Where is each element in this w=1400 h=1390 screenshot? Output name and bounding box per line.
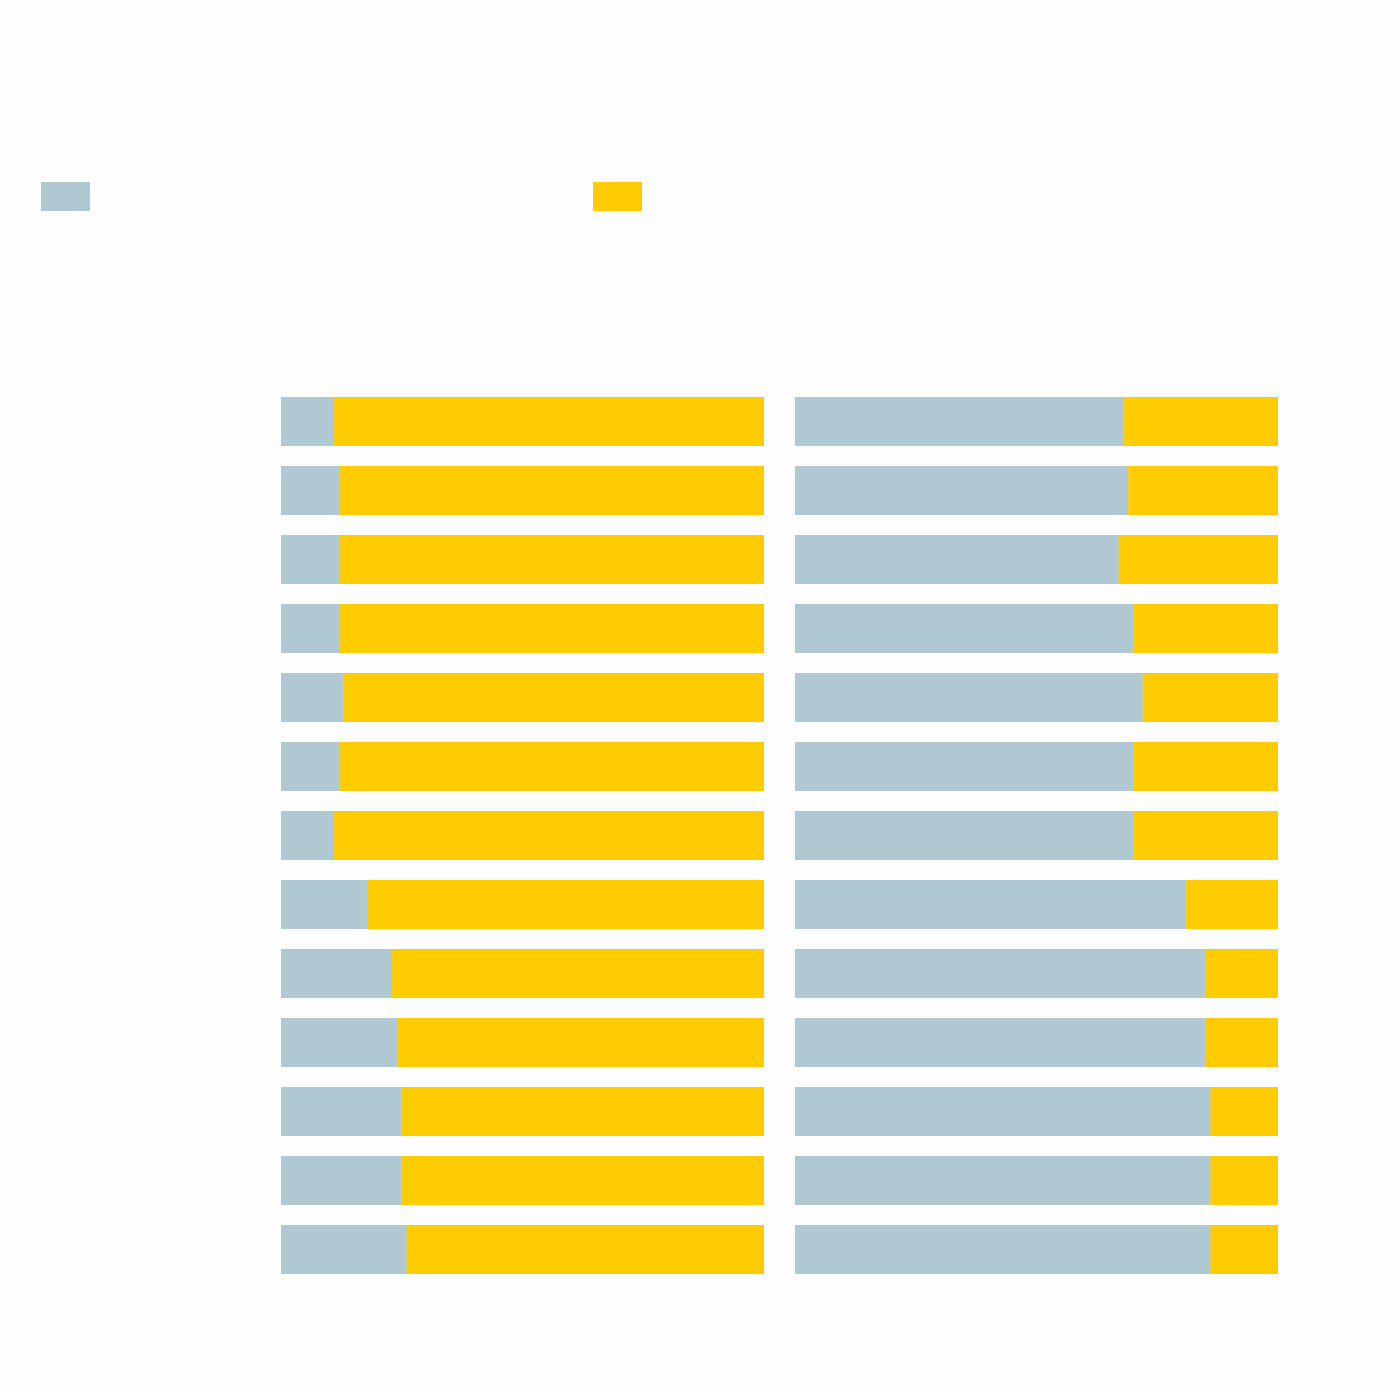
bar-segment	[281, 811, 335, 860]
bar-segment	[281, 397, 335, 446]
bar-segment	[795, 1225, 1211, 1274]
bar-segment	[795, 1087, 1211, 1136]
bar-segment	[396, 1018, 764, 1067]
bar-segment	[334, 811, 764, 860]
bar-segment	[281, 949, 393, 998]
bar-segment	[795, 604, 1134, 653]
legend-swatch	[41, 182, 90, 211]
bar-segment	[338, 742, 764, 791]
bar-segment	[338, 535, 764, 584]
bar-segment	[1133, 811, 1278, 860]
bar-segment	[1133, 604, 1278, 653]
bar-segment	[334, 397, 764, 446]
bar-segment	[795, 880, 1187, 929]
bar-segment	[1186, 880, 1278, 929]
bar-segment	[281, 880, 368, 929]
bar-segment	[281, 604, 339, 653]
bar-segment	[281, 742, 339, 791]
bar-segment	[795, 742, 1134, 791]
bar-segment	[1210, 1156, 1278, 1205]
bar-segment	[1142, 673, 1278, 722]
legend-swatch	[593, 182, 642, 211]
bar-segment	[338, 466, 764, 515]
bar-segment	[281, 1225, 407, 1274]
bar-segment	[795, 397, 1124, 446]
bar-segment	[281, 466, 339, 515]
bar-segment	[795, 673, 1143, 722]
bar-segment	[1128, 466, 1278, 515]
bar-segment	[1205, 1018, 1278, 1067]
bar-segment	[281, 1156, 402, 1205]
bar-segment	[343, 673, 764, 722]
bar-segment	[795, 1018, 1206, 1067]
bar-segment	[338, 604, 764, 653]
bar-segment	[281, 1018, 397, 1067]
bar-segment	[1210, 1087, 1278, 1136]
bar-segment	[367, 880, 764, 929]
bar-segment	[1123, 397, 1278, 446]
bar-segment	[281, 1087, 402, 1136]
bar-segment	[795, 535, 1119, 584]
bar-segment	[1118, 535, 1278, 584]
bar-segment	[281, 535, 339, 584]
bar-segment	[1133, 742, 1278, 791]
bar-segment	[795, 949, 1206, 998]
bar-segment	[392, 949, 764, 998]
bar-segment	[795, 811, 1134, 860]
bar-segment	[406, 1225, 764, 1274]
bar-segment	[795, 1156, 1211, 1205]
bar-segment	[1210, 1225, 1278, 1274]
bar-segment	[281, 673, 344, 722]
bar-segment	[1205, 949, 1278, 998]
bar-segment	[401, 1156, 764, 1205]
bar-segment	[795, 466, 1129, 515]
bar-segment	[401, 1087, 764, 1136]
